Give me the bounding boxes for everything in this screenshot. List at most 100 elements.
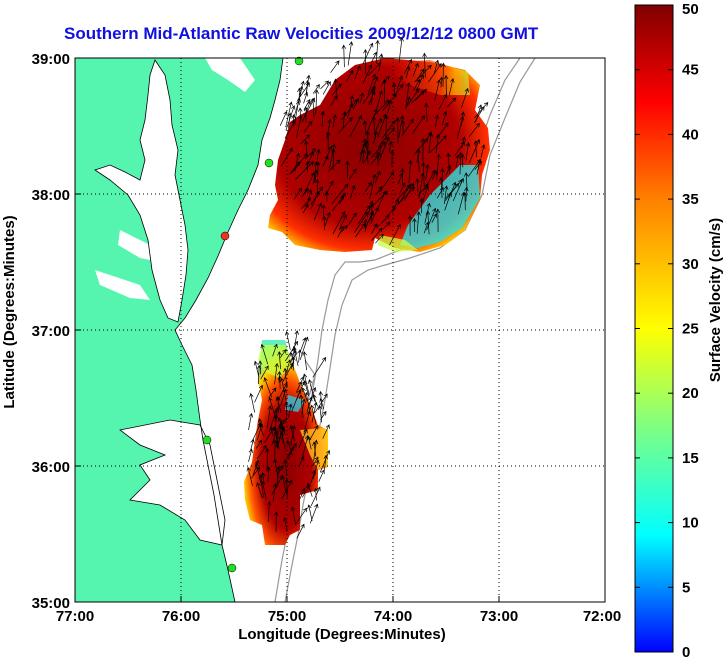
velocity-arrow (375, 186, 383, 196)
velocity-arrow (480, 144, 486, 158)
velocity-arrow (436, 122, 449, 139)
velocity-arrow (303, 140, 309, 157)
velocity-arrow (398, 183, 412, 204)
x-tick-label: 73:00 (480, 608, 518, 625)
velocity-arrow (290, 350, 298, 370)
velocity-arrow (315, 178, 320, 197)
x-tick-label: 75:00 (268, 608, 306, 625)
velocity-arrow (300, 134, 311, 145)
velocity-arrow (256, 482, 263, 499)
velocity-arrow (311, 401, 318, 423)
velocity-arrow (323, 454, 328, 471)
velocity-arrow (331, 83, 342, 96)
x-tick-label: 72:00 (583, 608, 621, 625)
velocity-arrow (309, 424, 319, 441)
velocity-arrow (421, 161, 426, 187)
velocity-arrow (405, 96, 411, 110)
velocity-arrow (422, 52, 427, 78)
velocity-arrow (307, 379, 316, 402)
velocity-arrow (256, 364, 262, 385)
velocity-arrow (276, 426, 286, 448)
velocity-arrow (296, 523, 305, 539)
velocity-arrow (415, 178, 420, 193)
velocity-arrow (319, 449, 331, 473)
plot-title: Southern Mid-Atlantic Raw Velocities 200… (64, 24, 539, 43)
velocity-arrow (412, 62, 419, 77)
velocity-arrow (419, 197, 424, 214)
velocity-arrow (401, 118, 414, 137)
velocity-arrow (379, 75, 390, 87)
velocity-arrow (253, 360, 260, 377)
x-tick-label: 76:00 (162, 608, 200, 625)
velocity-arrow (301, 398, 306, 414)
velocity-arrow (260, 343, 269, 365)
colorbar-tick-label: 10 (682, 515, 699, 532)
velocity-arrow (416, 147, 421, 163)
velocity-arrow (260, 472, 266, 484)
velocity-arrow (363, 218, 369, 233)
velocity-arrow (352, 97, 360, 110)
x-axis-ticks: 77:00 76:00 75:00 74:00 73:00 72:00 (56, 608, 621, 625)
velocity-arrow (299, 337, 307, 353)
velocity-arrow (406, 88, 420, 107)
colorbar-tick-label: 25 (682, 321, 699, 338)
velocity-arrow (460, 153, 465, 168)
bay-water (95, 60, 188, 322)
x-tick-label: 74:00 (374, 608, 412, 625)
velocity-arrow (305, 79, 310, 96)
velocity-arrow (313, 487, 319, 501)
velocity-arrow (345, 160, 350, 179)
velocity-arrow (416, 68, 425, 80)
velocity-arrow (434, 114, 440, 127)
velocity-arrow (423, 221, 430, 234)
velocity-arrow (389, 149, 395, 167)
velocity-arrow (302, 351, 308, 371)
velocity-arrow (288, 403, 293, 418)
velocity-arrow (304, 97, 315, 118)
velocity-arrow (348, 168, 357, 180)
velocity-arrow (473, 140, 478, 158)
velocity-arrow (455, 154, 460, 168)
velocity-arrow (251, 421, 262, 442)
velocity-arrow (376, 90, 383, 109)
velocity-arrow (424, 102, 429, 122)
velocity-arrow (377, 113, 387, 138)
velocity-arrow (364, 181, 372, 192)
velocity-arrow (420, 137, 426, 162)
velocity-arrow (303, 410, 311, 434)
station-marker (202, 435, 212, 445)
velocity-arrow (255, 439, 262, 449)
velocity-arrow (264, 426, 276, 443)
velocity-arrow (426, 207, 437, 231)
velocity-arrow (354, 65, 361, 79)
station-marker (227, 563, 237, 573)
velocity-arrow (275, 396, 281, 414)
velocity-arrow (387, 99, 393, 114)
velocity-arrow (277, 465, 283, 476)
velocity-arrow (305, 151, 314, 170)
velocity-arrow (468, 139, 481, 163)
velocity-arrow (332, 210, 346, 235)
velocity-arrow (248, 412, 254, 430)
velocity-arrow (298, 394, 304, 419)
colorbar-tick-label: 15 (682, 450, 699, 467)
velocity-arrow (310, 469, 316, 484)
colorbar-tick-label: 0 (682, 644, 690, 659)
velocity-arrow (295, 507, 308, 525)
velocity-arrow (442, 110, 448, 126)
velocity-arrow (332, 114, 338, 128)
colorbar-tick-label: 40 (682, 126, 699, 143)
velocity-arrow (428, 63, 442, 83)
velocity-arrow (314, 89, 319, 114)
velocity-arrow (359, 138, 367, 162)
south-velocity-field (244, 330, 331, 545)
velocity-arrow (305, 160, 310, 173)
velocity-arrow (296, 380, 305, 401)
velocity-arrow (372, 190, 388, 206)
velocity-arrow (290, 424, 297, 447)
velocity-arrow (294, 161, 314, 181)
velocity-arrow (404, 182, 415, 201)
velocity-arrow (362, 120, 368, 134)
velocity-arrow (465, 141, 471, 161)
